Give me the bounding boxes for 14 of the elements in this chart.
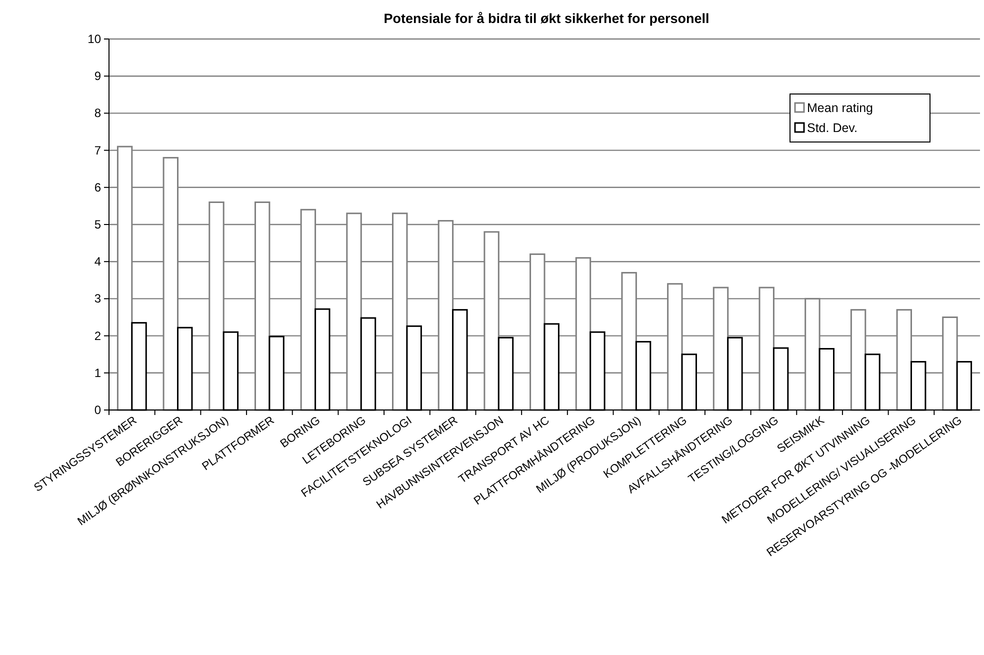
y-tick-label: 3 bbox=[94, 292, 102, 306]
legend-label: Std. Dev. bbox=[807, 121, 858, 135]
y-tick-label: 9 bbox=[94, 69, 102, 84]
y-tick-label: 8 bbox=[94, 106, 102, 120]
y-tick-label: 1 bbox=[94, 366, 102, 380]
legend-label: Mean rating bbox=[807, 101, 874, 115]
y-tick-label: 2 bbox=[94, 328, 102, 343]
y-tick-label: 4 bbox=[94, 254, 102, 269]
chart-title: Potensiale for å bidra til økt sikkerhet for personell bbox=[384, 11, 710, 26]
y-tick-label: 6 bbox=[94, 180, 102, 194]
y-tick-label: 0 bbox=[94, 403, 102, 417]
y-tick-label: 7 bbox=[94, 143, 102, 158]
y-tick-label: 10 bbox=[88, 32, 102, 46]
y-tick-label: 5 bbox=[94, 218, 102, 232]
